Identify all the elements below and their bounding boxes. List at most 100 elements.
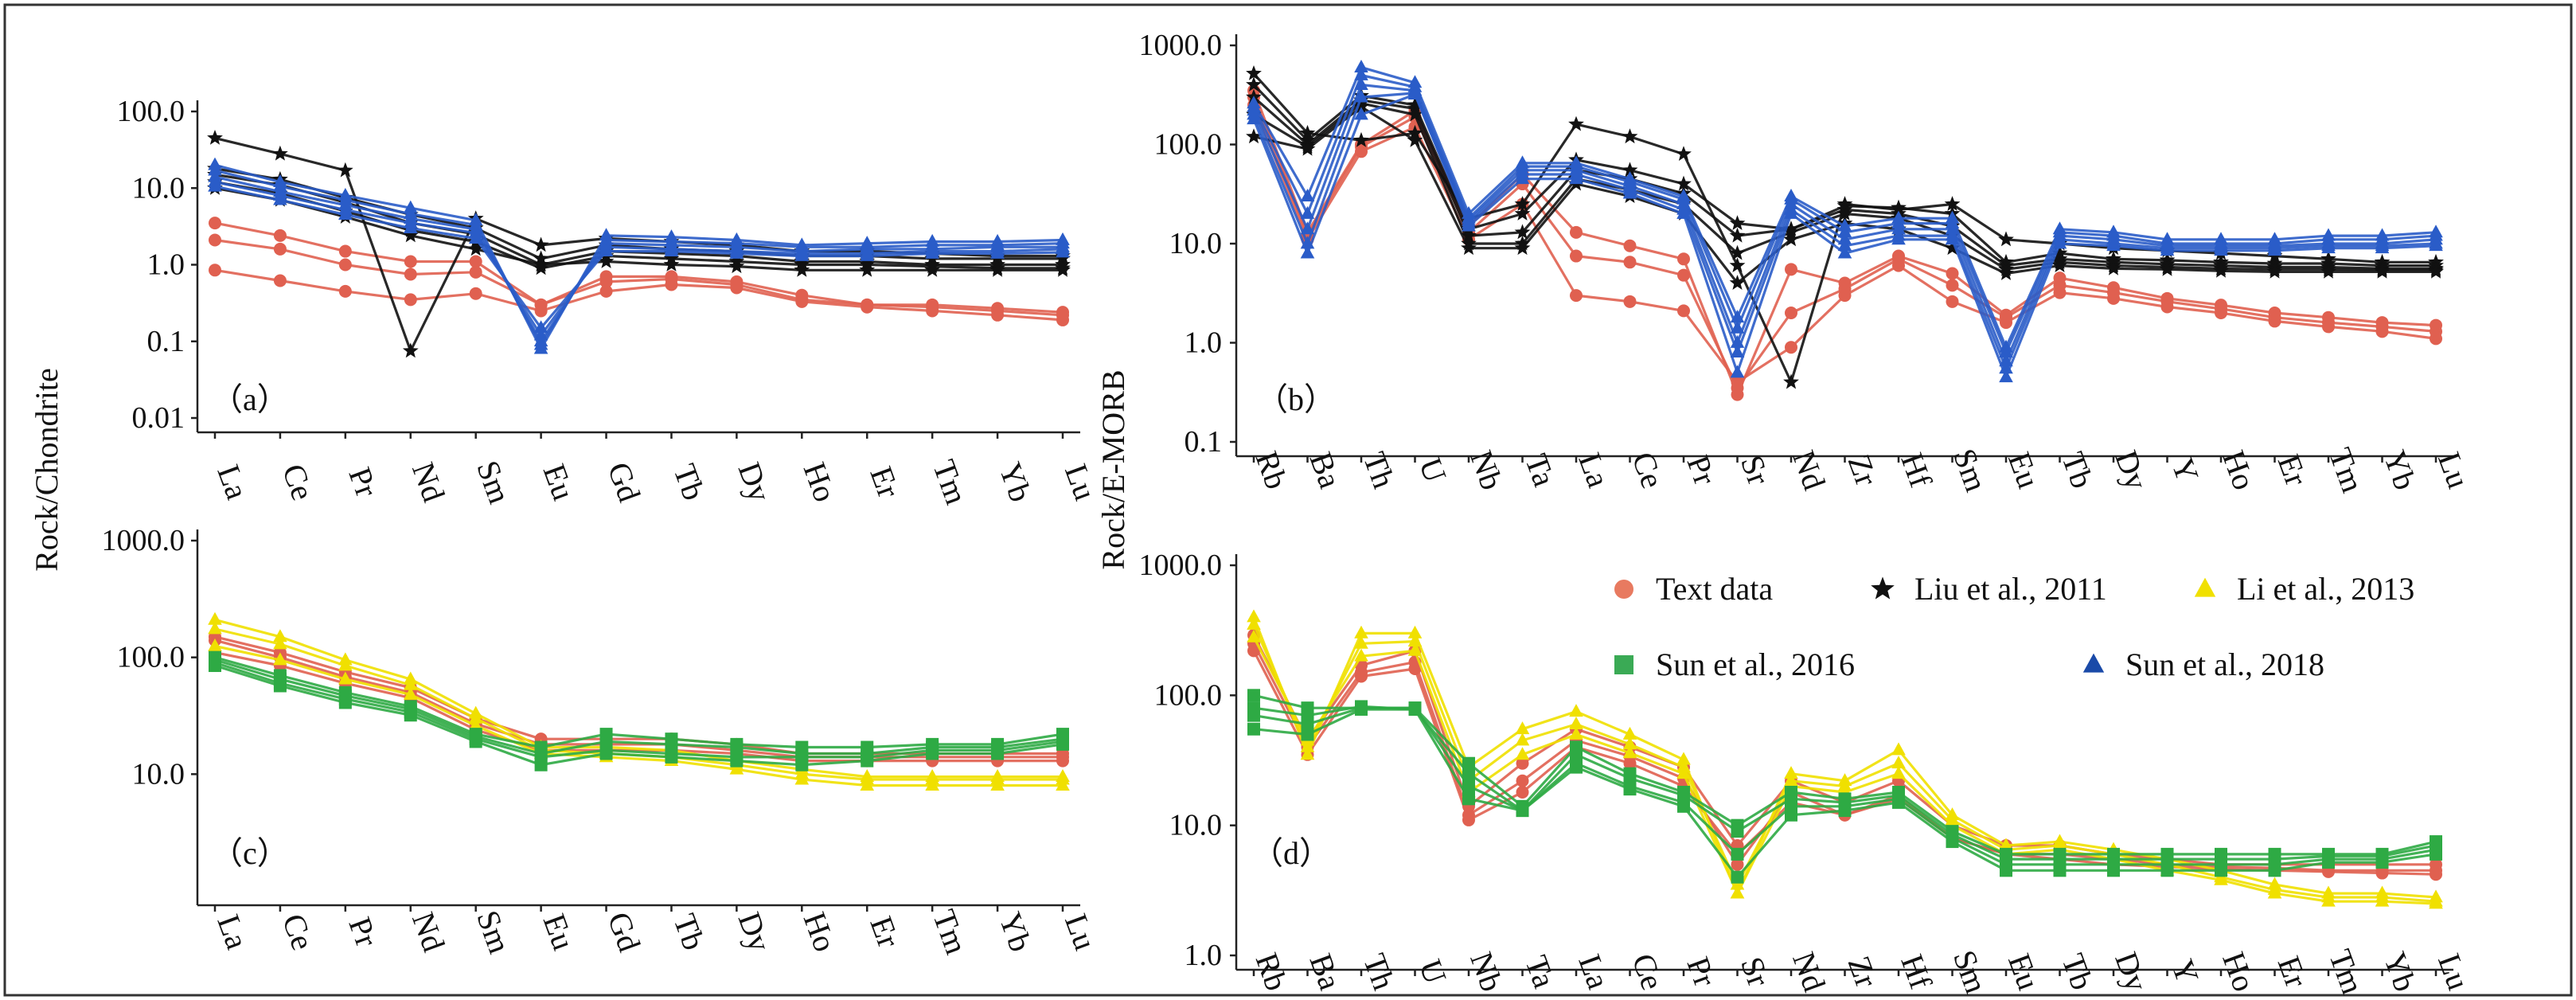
category-label-a: Er bbox=[863, 462, 907, 502]
data-point bbox=[1623, 783, 1637, 796]
panel-label-d: （d） bbox=[1251, 835, 1331, 871]
data-point bbox=[1570, 249, 1583, 263]
data-point bbox=[1676, 146, 1692, 161]
data-point bbox=[1676, 760, 1691, 773]
data-point bbox=[1247, 629, 1261, 643]
series-line bbox=[214, 181, 1063, 270]
data-point bbox=[1408, 702, 1422, 716]
data-point bbox=[1785, 341, 1797, 354]
data-point bbox=[403, 686, 418, 700]
panel-label-c: （c） bbox=[211, 835, 289, 871]
data-point bbox=[1461, 227, 1477, 243]
data-point bbox=[533, 320, 548, 334]
category-label-c: Lu bbox=[1058, 909, 1103, 955]
data-point bbox=[469, 287, 482, 300]
data-point bbox=[989, 261, 1005, 277]
category-label-d: Nb bbox=[1463, 947, 1510, 996]
data-point bbox=[2267, 243, 2282, 256]
data-point bbox=[1783, 373, 1799, 389]
data-point bbox=[1570, 289, 1583, 303]
category-label-c: Nd bbox=[405, 908, 452, 956]
data-point bbox=[1838, 804, 1852, 818]
data-point bbox=[1247, 616, 1261, 630]
figure-border bbox=[3, 3, 2573, 997]
category-label-d: Tb bbox=[2055, 949, 2100, 994]
category-label-a: Dy bbox=[732, 458, 779, 506]
data-point bbox=[926, 304, 939, 318]
category-label-c: Tb bbox=[666, 909, 712, 955]
category-label-a: Eu bbox=[537, 459, 582, 505]
data-point bbox=[730, 740, 744, 754]
data-point bbox=[2106, 238, 2121, 252]
data-point bbox=[1515, 747, 1530, 760]
data-point bbox=[1729, 227, 1746, 243]
data-point bbox=[1056, 754, 1069, 768]
category-label-d: Yb bbox=[2377, 947, 2424, 996]
data-point bbox=[1891, 742, 1906, 756]
data-point bbox=[533, 236, 549, 252]
data-point bbox=[1408, 662, 1422, 675]
data-point bbox=[1677, 252, 1690, 266]
data-point bbox=[1944, 240, 1961, 256]
data-point bbox=[468, 710, 483, 724]
category-label-c: Ce bbox=[275, 909, 321, 955]
legend-label: Li et al., 2013 bbox=[2237, 571, 2414, 607]
data-point bbox=[338, 284, 352, 298]
data-point bbox=[2268, 314, 2281, 328]
data-point bbox=[1838, 289, 1852, 303]
data-point bbox=[1622, 162, 1638, 178]
data-point bbox=[2213, 262, 2229, 278]
category-label-d: Sr bbox=[1734, 952, 1777, 991]
data-point bbox=[1514, 205, 1531, 221]
legend-marker-triangle bbox=[2082, 653, 2105, 673]
category-label-b: Ce bbox=[1625, 447, 1670, 493]
data-point bbox=[2374, 264, 2391, 279]
data-point bbox=[1622, 186, 1637, 199]
data-point bbox=[1892, 795, 1905, 809]
series-line bbox=[214, 651, 1063, 763]
data-point bbox=[273, 636, 287, 650]
data-point bbox=[1570, 225, 1583, 239]
data-point bbox=[2053, 286, 2067, 299]
data-point bbox=[2160, 300, 2174, 314]
series-line bbox=[214, 175, 1063, 343]
data-point bbox=[208, 621, 222, 635]
y-tick-label-b: 1000.0 bbox=[1139, 29, 1223, 62]
category-label-d: Pr bbox=[1680, 952, 1723, 991]
data-point bbox=[273, 242, 287, 256]
data-point bbox=[1247, 689, 1260, 702]
data-point bbox=[730, 754, 744, 768]
data-point bbox=[469, 255, 482, 268]
data-point bbox=[2321, 240, 2336, 254]
data-point bbox=[1946, 295, 1959, 308]
y-tick-label-a: 0.01 bbox=[132, 401, 185, 435]
series-c-sun2016-9 bbox=[209, 659, 1069, 771]
category-label-c: Tm bbox=[926, 905, 974, 959]
data-point bbox=[1784, 766, 1798, 779]
data-point bbox=[2267, 885, 2282, 899]
legend-item: Sun et al., 2016 bbox=[1614, 646, 1855, 682]
data-point bbox=[2375, 325, 2389, 338]
data-point bbox=[2051, 257, 2068, 272]
category-label-a: Pr bbox=[342, 463, 384, 502]
data-point bbox=[1677, 268, 1690, 282]
data-point bbox=[1676, 175, 1692, 191]
data-point bbox=[861, 300, 874, 314]
category-label-b: Nd bbox=[1786, 446, 1832, 494]
data-point bbox=[2321, 893, 2336, 907]
data-point bbox=[599, 243, 614, 256]
data-point bbox=[469, 735, 482, 748]
y-tick-label-c: 1000.0 bbox=[102, 524, 185, 557]
data-point bbox=[2322, 320, 2335, 334]
data-point bbox=[925, 777, 939, 791]
data-point bbox=[599, 275, 613, 288]
data-point bbox=[338, 258, 352, 271]
data-point bbox=[663, 256, 680, 271]
data-point bbox=[2214, 243, 2228, 256]
data-point bbox=[1355, 670, 1368, 683]
y-tick-label-b: 1.0 bbox=[1185, 326, 1223, 360]
series-line bbox=[214, 639, 1063, 759]
data-point bbox=[2375, 866, 2389, 880]
data-point bbox=[1730, 320, 1745, 334]
category-label-c: La bbox=[210, 910, 256, 954]
